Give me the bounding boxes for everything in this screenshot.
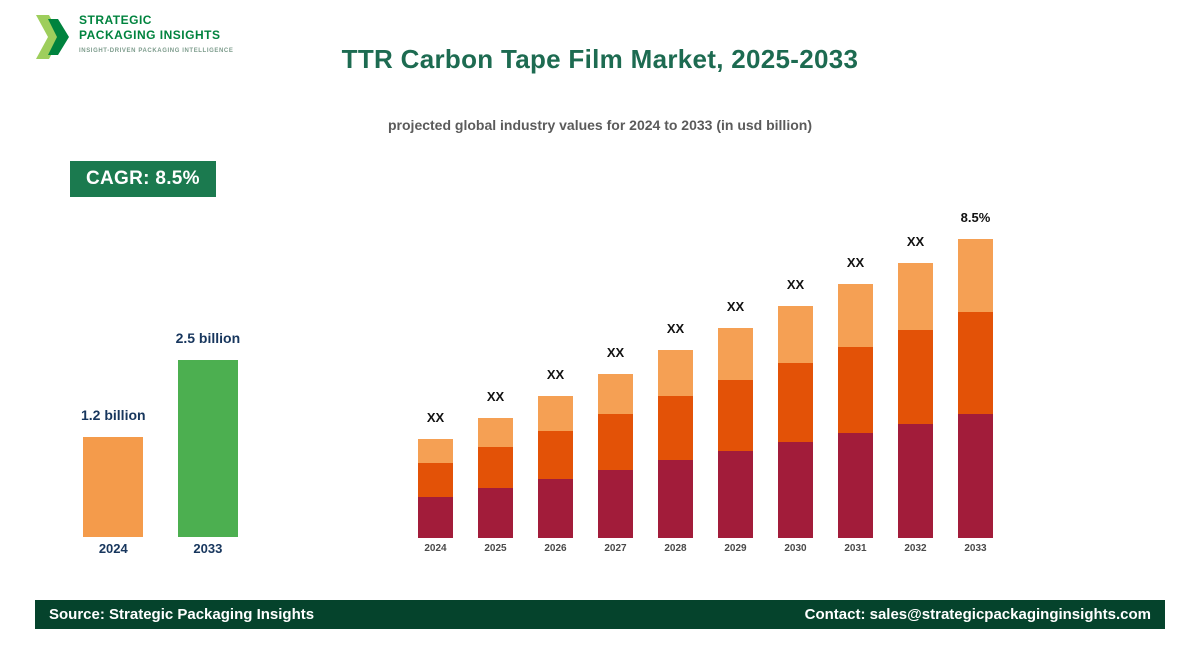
- stacked-bar-group: XX 2024: [418, 410, 453, 554]
- top-segment: [538, 396, 573, 431]
- middle-segment: [658, 396, 693, 460]
- stacked-bar: [538, 396, 573, 538]
- footer-bar: Source: Strategic Packaging Insights Con…: [35, 600, 1165, 629]
- x-axis-label: 2026: [544, 543, 567, 554]
- top-segment: [838, 284, 873, 347]
- bar-value-label: 8.5%: [960, 210, 991, 225]
- bar-value-label: XX: [726, 299, 745, 314]
- stacked-bar: [838, 284, 873, 538]
- page-title: TTR Carbon Tape Film Market, 2025-2033: [341, 44, 859, 74]
- bar-value-label: XX: [426, 410, 445, 425]
- x-axis-label: 2033: [193, 541, 223, 556]
- bottom-segment: [538, 479, 573, 538]
- top-segment: [898, 263, 933, 330]
- bottom-segment: [718, 451, 753, 538]
- stacked-bar-group: 8.5% 2033: [958, 210, 993, 554]
- x-axis-label: 2027: [604, 543, 627, 554]
- top-segment: [658, 350, 693, 396]
- bottom-segment: [778, 442, 813, 538]
- top-segment: [958, 239, 993, 312]
- bottom-segment: [658, 460, 693, 538]
- stacked-bar-group: XX 2028: [658, 321, 693, 554]
- bar-value-label: XX: [786, 277, 805, 292]
- logo-text: STRATEGIC PACKAGING INSIGHTS INSIGHT-DRI…: [79, 13, 233, 54]
- bottom-segment: [958, 414, 993, 538]
- middle-segment: [478, 447, 513, 488]
- x-axis-label: 2029: [724, 543, 747, 554]
- top-segment: [478, 418, 513, 447]
- x-axis-label: 2028: [664, 543, 687, 554]
- stacked-bar-group: XX 2029: [718, 299, 753, 554]
- x-axis-label: 2032: [904, 543, 927, 554]
- bar-value-label: XX: [486, 389, 505, 404]
- bar-value-label: XX: [666, 321, 685, 336]
- brand-logo: STRATEGIC PACKAGING INSIGHTS INSIGHT-DRI…: [35, 13, 233, 61]
- top-segment: [718, 328, 753, 380]
- middle-segment: [718, 380, 753, 451]
- middle-segment: [418, 463, 453, 497]
- bottom-segment: [598, 470, 633, 538]
- bar: [83, 437, 144, 537]
- mini-bar-chart: 1.2 billion 2024 2.5 billion 2033: [81, 330, 240, 556]
- stacked-bar: [718, 328, 753, 538]
- x-axis-label: 2033: [964, 543, 987, 554]
- logo-chevron-icon: [36, 15, 69, 59]
- stacked-bar-group: XX 2032: [898, 234, 933, 554]
- x-axis-label: 2024: [424, 543, 447, 554]
- logo-tagline: INSIGHT-DRIVEN PACKAGING INTELLIGENCE: [79, 48, 234, 54]
- x-axis-label: 2030: [784, 543, 807, 554]
- footer-contact: Contact: sales@strategicpackaginginsight…: [804, 606, 1151, 623]
- bar-value-label: 1.2 billion: [81, 407, 146, 423]
- bottom-segment: [898, 424, 933, 538]
- logo-name-line1: STRATEGIC: [79, 13, 152, 27]
- logo-name-line2: PACKAGING INSIGHTS: [79, 28, 221, 42]
- stacked-bar-group: XX 2030: [778, 277, 813, 554]
- stacked-bar-group: XX 2027: [598, 345, 633, 554]
- stacked-bar: [598, 374, 633, 538]
- bottom-segment: [838, 433, 873, 538]
- mini-bar-group: 1.2 billion 2024: [81, 407, 146, 556]
- footer-source: Source: Strategic Packaging Insights: [49, 606, 315, 623]
- bar-value-label: 2.5 billion: [175, 330, 241, 346]
- stacked-bar-group: XX 2026: [538, 367, 573, 554]
- top-segment: [418, 439, 453, 463]
- top-segment: [598, 374, 633, 414]
- x-axis-label: 2024: [98, 541, 128, 556]
- bar-value-label: XX: [906, 234, 925, 249]
- x-axis-label: 2031: [844, 543, 867, 554]
- stacked-bar: [958, 239, 993, 538]
- stacked-bar: [778, 306, 813, 538]
- middle-segment: [598, 414, 633, 470]
- bar-value-label: XX: [546, 367, 565, 382]
- stacked-bar: [658, 350, 693, 538]
- middle-segment: [778, 363, 813, 442]
- bar: [177, 360, 238, 537]
- stacked-bar-group: XX 2025: [478, 389, 513, 554]
- stacked-bar: [418, 439, 453, 538]
- bottom-segment: [478, 488, 513, 538]
- middle-segment: [838, 347, 873, 433]
- middle-segment: [538, 431, 573, 479]
- stacked-bar-chart: XX 2024 XX 2025 XX 2026 XX 2027 XX 2028 XX 2029 XX 20…: [418, 210, 993, 554]
- stacked-bar-group: XX 2031: [838, 255, 873, 554]
- top-segment: [778, 306, 813, 363]
- page-subtitle: projected global industry values for 202…: [388, 117, 812, 133]
- stacked-bar: [478, 418, 513, 538]
- bar-value-label: XX: [606, 345, 625, 360]
- mini-bar-group: 2.5 billion 2033: [176, 330, 241, 556]
- bottom-segment: [418, 497, 453, 538]
- x-axis-label: 2025: [484, 543, 507, 554]
- cagr-badge: CAGR: 8.5%: [70, 161, 216, 197]
- middle-segment: [898, 330, 933, 424]
- bar-value-label: XX: [846, 255, 865, 270]
- middle-segment: [958, 312, 993, 414]
- stacked-bar: [898, 263, 933, 538]
